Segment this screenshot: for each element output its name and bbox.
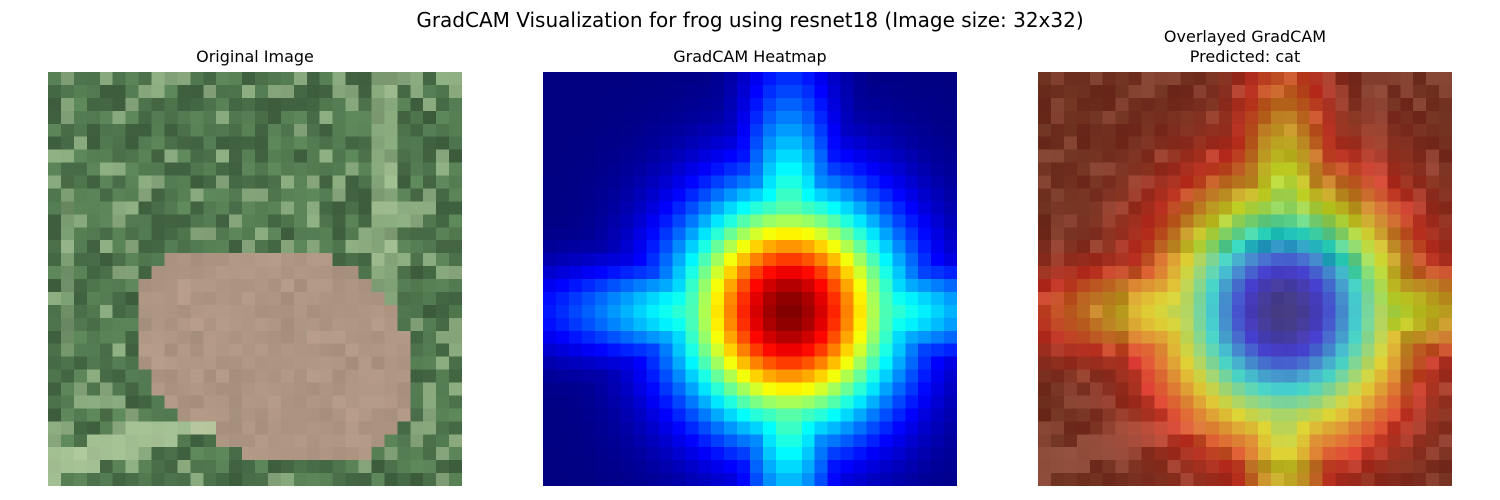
- heatmap-panel: [543, 72, 957, 486]
- heatmap-title: GradCAM Heatmap: [673, 47, 827, 66]
- gradcam-heatmap-image: [543, 72, 957, 486]
- overlay-prediction-label: Predicted: cat: [1189, 47, 1301, 66]
- overlay-title: Overlayed GradCAM Predicted: cat: [1038, 27, 1452, 67]
- overlay-panel: [1038, 72, 1452, 486]
- original-image-panel: [48, 72, 462, 486]
- figure-title: GradCAM Visualization for frog using res…: [416, 8, 1084, 32]
- overlay-title-line1: Overlayed GradCAM: [1163, 27, 1327, 46]
- original-image: [48, 72, 462, 486]
- original-image-title: Original Image: [196, 47, 314, 66]
- overlayed-gradcam-image: [1038, 72, 1452, 486]
